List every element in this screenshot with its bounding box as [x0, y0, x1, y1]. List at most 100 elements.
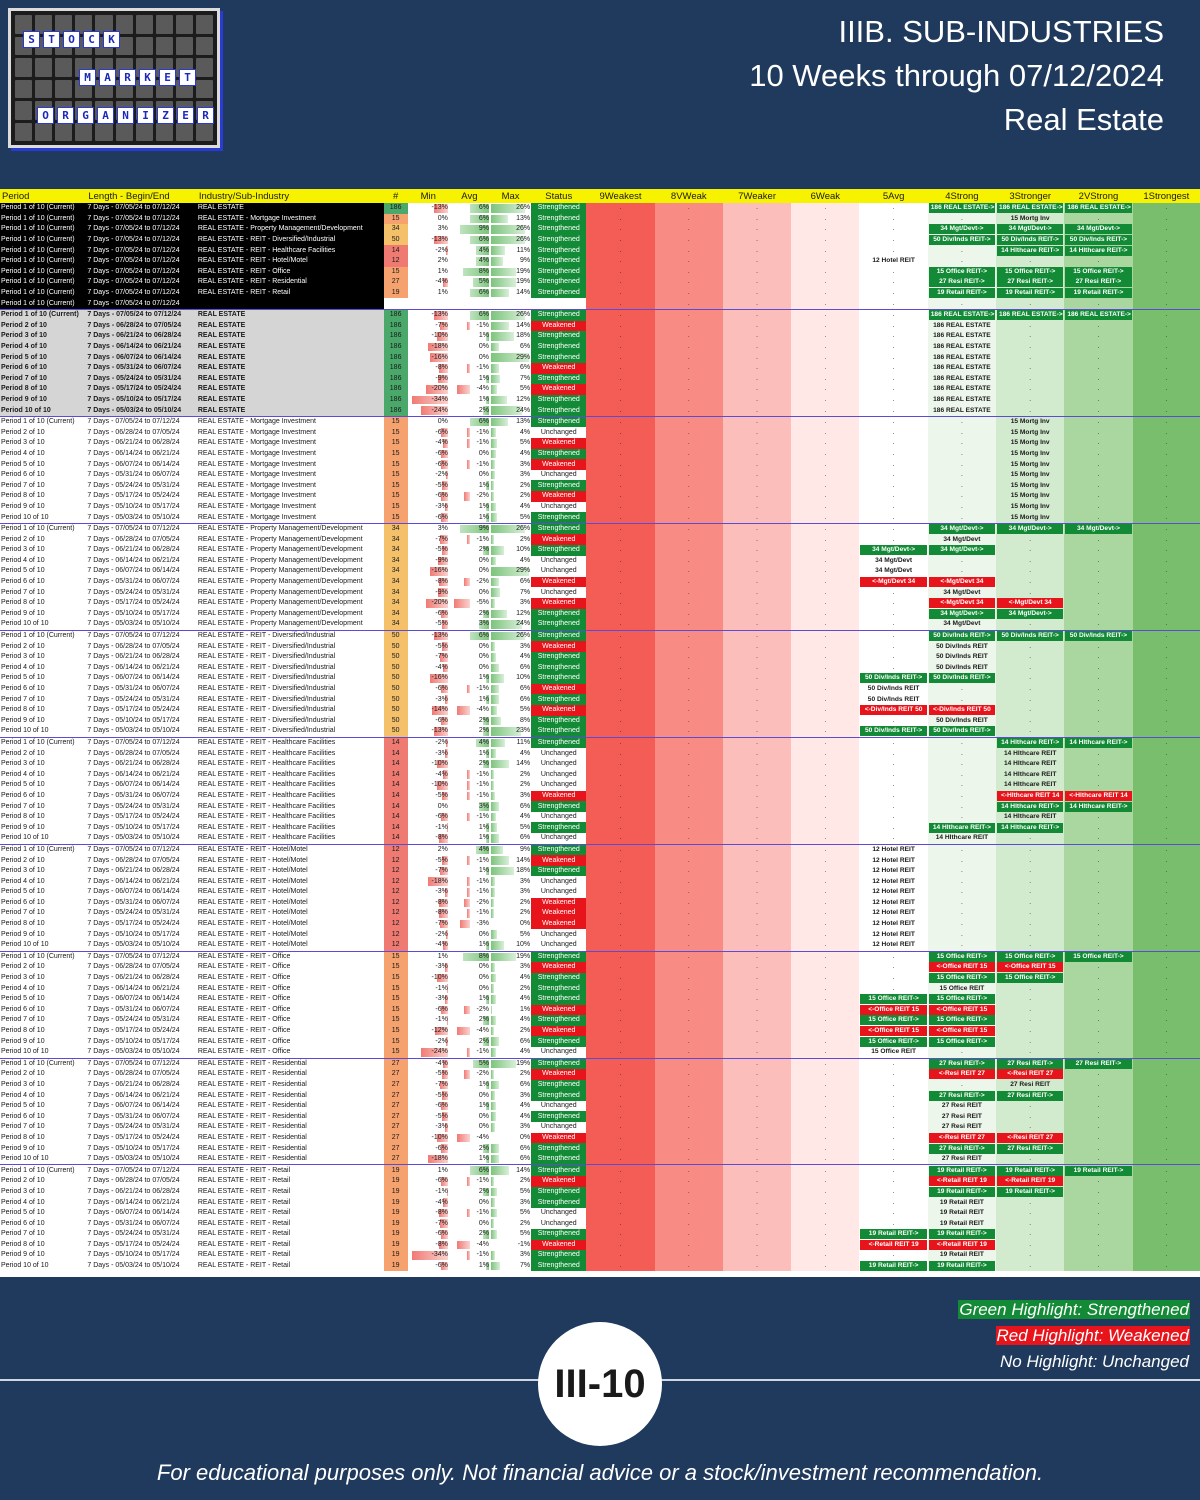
avg-value: 0%	[478, 984, 489, 992]
level-cell-9Weakest: .	[586, 1218, 655, 1229]
level-cell-1Strongest: .	[1132, 373, 1200, 385]
level-cell-5Avg: .	[859, 651, 928, 663]
avg-bar	[482, 1016, 489, 1025]
level-cell-7Weaker: .	[722, 972, 792, 984]
level-cell-9Weakest: .	[586, 491, 655, 502]
level-cell-6Weak: .	[791, 929, 860, 940]
min-value: -6%	[435, 1230, 448, 1238]
level-cell-2VStrong: .	[1064, 1025, 1133, 1037]
max-bar	[490, 1154, 499, 1164]
min-value: -3%	[435, 749, 448, 757]
level-cell-2VStrong: 50 Div/Inds REIT->	[1064, 234, 1133, 246]
level-cell-5Avg: 19 Retail REIT->	[859, 1260, 928, 1272]
min-cell: 1%	[407, 950, 449, 963]
avg-cell: -1%	[448, 855, 490, 866]
level-marker: 15 Mortg Inv	[1010, 449, 1050, 457]
max-value: 5%	[520, 385, 531, 393]
avg-cell: -4%	[448, 704, 490, 716]
min-cell: -3%	[407, 993, 449, 1005]
level-cell-3Stronger: .	[996, 876, 1065, 887]
max-bar	[490, 1177, 494, 1186]
avg-cell: -1%	[448, 780, 490, 791]
level-cell-2VStrong: .	[1064, 1186, 1133, 1198]
max-value: 5%	[520, 1187, 531, 1195]
level-cell-9Weakest: .	[586, 277, 655, 288]
level-cell-1Strongest: .	[1132, 726, 1200, 738]
min-value: -3%	[435, 963, 448, 971]
logo-tile	[35, 58, 53, 77]
level-cell-9Weakest: .	[586, 1153, 655, 1165]
level-cell-1Strongest: .	[1132, 362, 1200, 374]
min-cell: -4%	[407, 939, 449, 952]
level-cell-9Weakest: .	[586, 651, 655, 663]
industry-cell: REAL ESTATE - REIT - Hotel/Motel	[197, 909, 308, 917]
level-cell-5Avg: 12 Hotel REIT	[859, 865, 928, 877]
min-value: -2%	[435, 246, 448, 254]
min-bar	[443, 940, 448, 950]
period-cell: Period 9 of 10	[1, 609, 45, 617]
min-bar	[443, 663, 448, 673]
status-cell: Strengthened	[531, 545, 587, 556]
level-cell-6Weak: .	[791, 950, 860, 963]
status-cell: Strengthened	[531, 1186, 587, 1198]
level-cell-2VStrong: .	[1064, 780, 1133, 791]
status-cell: Weakened	[531, 855, 587, 866]
level-cell-3Stronger: 15 Mortg Inv	[996, 438, 1065, 449]
level-cell-8VWeak: .	[654, 1197, 723, 1208]
level-cell-5Avg: .	[859, 534, 928, 545]
min-cell: -24%	[407, 405, 449, 417]
period-cell: Period 2 of 10	[1, 749, 45, 757]
level-cell-8VWeak: .	[654, 1079, 723, 1091]
level-cell-3Stronger: .	[996, 352, 1065, 363]
level-cell-9Weakest: .	[586, 1176, 655, 1187]
min-cell: -3%	[407, 1122, 449, 1133]
level-cell-2VStrong: .	[1064, 331, 1133, 342]
level-cell-8VWeak: .	[654, 736, 723, 749]
table-row: Period 5 of 10 7 Days - 06/07/24 to 06/14…	[0, 566, 1200, 577]
table-row: Period 1 of 10 (Current) 7 Days - 07/05/2…	[0, 950, 1200, 963]
count-cell: 50	[383, 694, 408, 705]
level-cell-3Stronger: .	[996, 298, 1065, 310]
level-marker: 19 Retail REIT->	[997, 288, 1064, 299]
level-cell-7Weaker: .	[722, 491, 792, 502]
avg-value: 6%	[478, 204, 489, 212]
period-cell: Period 1 of 10 (Current)	[0, 213, 87, 225]
level-cell-9Weakest: .	[586, 1111, 655, 1123]
level-cell-5Avg: 50 Div/Inds REIT	[859, 694, 928, 705]
status-cell: Unchanged	[531, 587, 587, 598]
count-cell: 186	[383, 308, 408, 321]
level-cell-7Weaker: .	[722, 662, 792, 674]
level-cell-2VStrong: .	[1064, 811, 1133, 823]
avg-bar	[466, 1047, 470, 1057]
max-cell: 14%	[489, 1164, 532, 1177]
table-row: Period 1 of 10 (Current) 7 Days - 07/05/2…	[0, 843, 1200, 856]
level-cell-5Avg: .	[859, 469, 928, 481]
level-cell-9Weakest: .	[586, 811, 655, 823]
level-cell-9Weakest: .	[586, 876, 655, 887]
avg-value: 4%	[478, 246, 489, 254]
period-cell: Period 2 of 10	[0, 320, 87, 332]
level-cell-4Strong: 34 Mgt/Devt	[927, 619, 997, 631]
status-cell: Strengthened	[531, 405, 587, 417]
count-cell: 15	[383, 448, 408, 460]
table-row: Period 3 of 10 7 Days - 06/21/24 to 06/28…	[0, 972, 1200, 984]
table-row: Period 1 of 10 (Current) 7 Days - 07/05/2…	[0, 1057, 1200, 1070]
period-cell: Period 1 of 10 (Current)	[0, 277, 87, 288]
min-value: -8%	[435, 1240, 448, 1248]
table-row: Period 10 of 10 7 Days - 05/03/24 to 05/1…	[0, 833, 1200, 845]
level-cell-8VWeak: .	[654, 512, 723, 524]
max-bar	[490, 1187, 498, 1197]
level-cell-8VWeak: .	[654, 1090, 723, 1101]
level-cell-2VStrong: 14 Hlthcare REIT->	[1064, 801, 1133, 812]
level-cell-7Weaker: .	[722, 1100, 792, 1112]
level-cell-8VWeak: .	[654, 950, 723, 963]
level-cell-4Strong: 15 Office REIT->	[927, 266, 997, 278]
table-row: Period 7 of 10 7 Days - 05/24/24 to 05/31…	[0, 801, 1200, 812]
level-cell-4Strong: 186 REAL ESTATE	[927, 405, 997, 417]
avg-cell: 0%	[448, 962, 490, 973]
count-cell: 34	[383, 555, 408, 567]
level-cell-8VWeak: .	[654, 939, 723, 952]
period-cell: Period 4 of 10	[1, 663, 45, 671]
max-cell: 11%	[489, 736, 532, 749]
status-cell: Unchanged	[531, 758, 587, 770]
